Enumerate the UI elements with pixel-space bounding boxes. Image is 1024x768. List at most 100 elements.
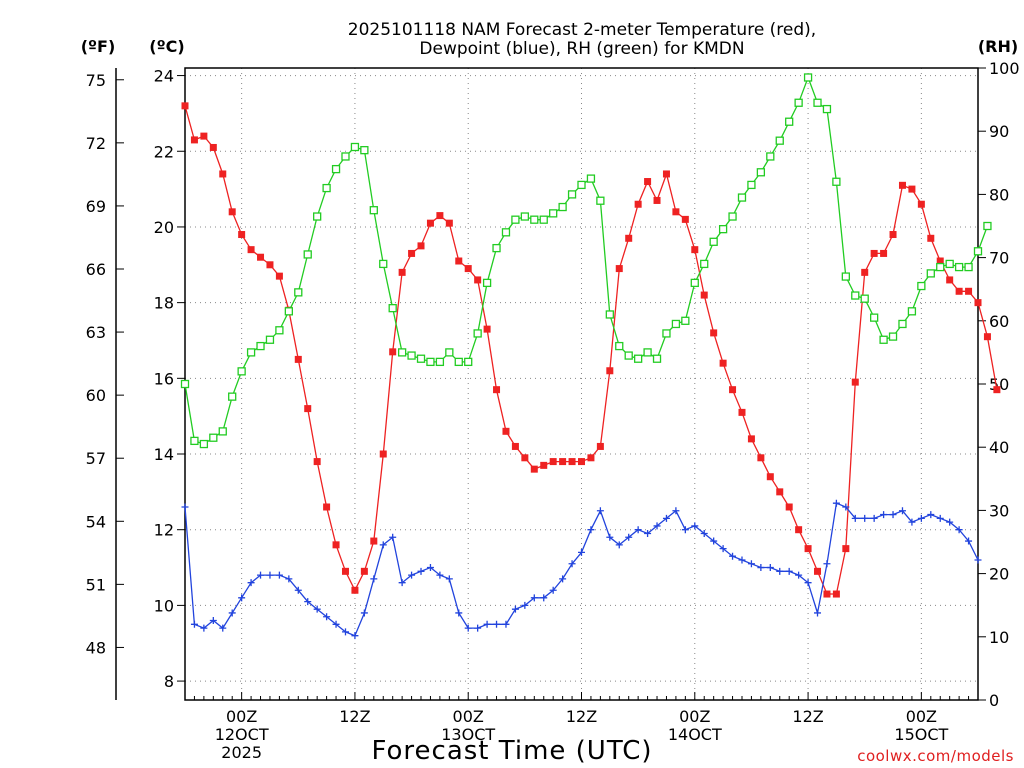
temperature-point [965, 287, 973, 295]
rh-point [331, 164, 341, 174]
temperature-point [672, 208, 680, 216]
celsius-tick-label: 14 [154, 445, 174, 464]
temperature-point [181, 102, 189, 110]
dewpoint-point [417, 567, 425, 575]
dewpoint-point [776, 567, 784, 575]
temperature-point [625, 234, 633, 242]
temperature-point [823, 590, 831, 598]
dewpoint-point [681, 526, 689, 534]
chart-title-line-2: Dewpoint (blue), RH (green) for KMDN [419, 39, 744, 59]
rh-point [766, 152, 775, 161]
rh-unit-label: (RH) [978, 37, 1018, 56]
dewpoint-point [578, 548, 585, 556]
temperature-point [426, 219, 434, 227]
x-tick-label: 00Z [906, 707, 937, 726]
temperature-point [870, 249, 878, 257]
dewpoint-point [313, 605, 321, 613]
rh-point [180, 379, 190, 389]
rh-point [832, 177, 841, 186]
x-tick-label: 12Z [792, 707, 823, 726]
rh-point [671, 319, 681, 329]
rh-point [209, 433, 218, 442]
dewpoint-point [662, 514, 670, 522]
dewpoint-point [483, 620, 491, 628]
dewpoint-point [729, 552, 737, 560]
temperature-point [946, 276, 954, 284]
temperature-point [729, 386, 737, 394]
temperature-point [502, 427, 510, 435]
rh-point [275, 326, 284, 335]
dewpoint-point [804, 579, 812, 587]
dewpoint-point [275, 571, 283, 579]
rh-point [464, 357, 473, 367]
temperature-point [898, 181, 906, 189]
rh-point [511, 215, 520, 224]
rh-point [388, 304, 397, 313]
dewpoint-point [474, 624, 482, 632]
dewpoint-point [304, 598, 312, 606]
fahrenheit-tick-label: 63 [86, 323, 106, 342]
rh-point [643, 348, 652, 357]
temperature-point [634, 200, 642, 208]
rh-point [954, 262, 964, 272]
dewpoint-point [738, 556, 746, 564]
temperature-point [842, 545, 850, 553]
temperature-point [776, 488, 784, 496]
rh-point [700, 259, 709, 269]
temperature-point [417, 242, 425, 250]
rh-point [237, 367, 246, 376]
dewpoint-point [455, 609, 463, 617]
rh-point [851, 291, 860, 300]
rh-point [662, 329, 671, 338]
dewpoint-point [747, 560, 755, 568]
temperature-point [455, 257, 463, 265]
celsius-tick-label: 10 [154, 596, 174, 615]
temperature-point [880, 249, 888, 257]
temperature-point [323, 503, 331, 511]
fahrenheit-tick-label: 66 [86, 260, 106, 279]
fahrenheit-tick-label: 48 [86, 638, 106, 657]
x-tick-label: 13OCT [441, 725, 495, 744]
temperature-point [275, 272, 283, 280]
temperature-point [313, 458, 321, 466]
temperature-point [445, 219, 453, 227]
temperature-point [606, 367, 614, 375]
rh-point [652, 354, 662, 363]
temperature-point [644, 178, 652, 186]
celsius-tick-label: 8 [164, 672, 174, 691]
rh-point [379, 259, 388, 269]
dewpoint-point [719, 545, 727, 553]
temperature-point [700, 291, 708, 299]
temperature-point [332, 541, 340, 549]
rh-point [303, 250, 312, 259]
rh-tick-label: 70 [989, 249, 1009, 268]
temperature-point [351, 586, 359, 594]
rh-point [586, 174, 596, 183]
x-tick-label: 12OCT [215, 725, 269, 744]
dewpoint-point [955, 526, 963, 534]
gridlines [185, 68, 978, 700]
rh-point [785, 117, 794, 126]
rh-point [841, 272, 850, 281]
rh-point [813, 98, 822, 107]
rh-tick-label: 10 [989, 628, 1009, 647]
dewpoint-point [634, 526, 642, 534]
fahrenheit-tick-label: 51 [86, 575, 106, 594]
temperature-point [908, 185, 916, 193]
rh-point [926, 269, 935, 278]
temperature-point [681, 215, 689, 223]
celsius-tick-label: 18 [154, 294, 174, 313]
rh-point [539, 215, 548, 224]
rh-tick-label: 100 [989, 59, 1020, 78]
x-tick-label: 12Z [339, 707, 370, 726]
x-tick-label: 00Z [679, 707, 710, 726]
temperature-point [219, 170, 227, 178]
temperature-point [568, 458, 576, 466]
dewpoint-point [209, 617, 217, 625]
temperature-point [209, 143, 217, 151]
temperature-point [804, 545, 812, 553]
dewpoint-point [974, 556, 982, 564]
rh-point [681, 316, 690, 325]
temperature-point [200, 132, 208, 140]
rh-point [454, 357, 463, 367]
